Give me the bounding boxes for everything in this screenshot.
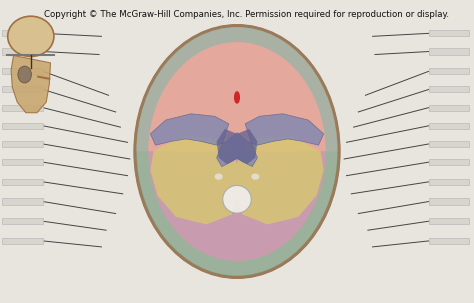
Ellipse shape xyxy=(223,185,251,213)
FancyBboxPatch shape xyxy=(2,105,43,111)
Ellipse shape xyxy=(234,91,240,104)
Polygon shape xyxy=(11,55,51,113)
Ellipse shape xyxy=(8,16,54,56)
FancyBboxPatch shape xyxy=(2,86,43,92)
Polygon shape xyxy=(150,114,324,167)
Text: Copyright © The McGraw-Hill Companies, Inc. Permission required for reproduction: Copyright © The McGraw-Hill Companies, I… xyxy=(44,10,449,19)
Polygon shape xyxy=(150,136,237,225)
FancyBboxPatch shape xyxy=(429,68,469,74)
FancyBboxPatch shape xyxy=(429,123,469,129)
FancyBboxPatch shape xyxy=(429,198,469,205)
FancyBboxPatch shape xyxy=(429,30,469,36)
FancyBboxPatch shape xyxy=(429,238,469,244)
Ellipse shape xyxy=(18,66,31,83)
FancyBboxPatch shape xyxy=(429,105,469,111)
Polygon shape xyxy=(135,26,339,277)
FancyBboxPatch shape xyxy=(2,238,43,244)
FancyBboxPatch shape xyxy=(2,30,43,36)
FancyBboxPatch shape xyxy=(2,141,43,147)
FancyBboxPatch shape xyxy=(429,48,469,55)
FancyBboxPatch shape xyxy=(429,218,469,224)
Polygon shape xyxy=(237,136,324,225)
Polygon shape xyxy=(135,26,339,152)
FancyBboxPatch shape xyxy=(2,198,43,205)
FancyBboxPatch shape xyxy=(429,179,469,185)
FancyBboxPatch shape xyxy=(2,123,43,129)
Ellipse shape xyxy=(251,174,259,180)
Polygon shape xyxy=(217,129,257,164)
FancyBboxPatch shape xyxy=(2,179,43,185)
FancyBboxPatch shape xyxy=(2,218,43,224)
Ellipse shape xyxy=(215,174,223,180)
FancyBboxPatch shape xyxy=(429,86,469,92)
FancyBboxPatch shape xyxy=(2,159,43,165)
FancyBboxPatch shape xyxy=(429,141,469,147)
Polygon shape xyxy=(148,152,326,261)
FancyBboxPatch shape xyxy=(2,48,43,55)
Ellipse shape xyxy=(135,26,339,277)
FancyBboxPatch shape xyxy=(429,159,469,165)
Polygon shape xyxy=(178,145,296,161)
FancyBboxPatch shape xyxy=(2,68,43,74)
